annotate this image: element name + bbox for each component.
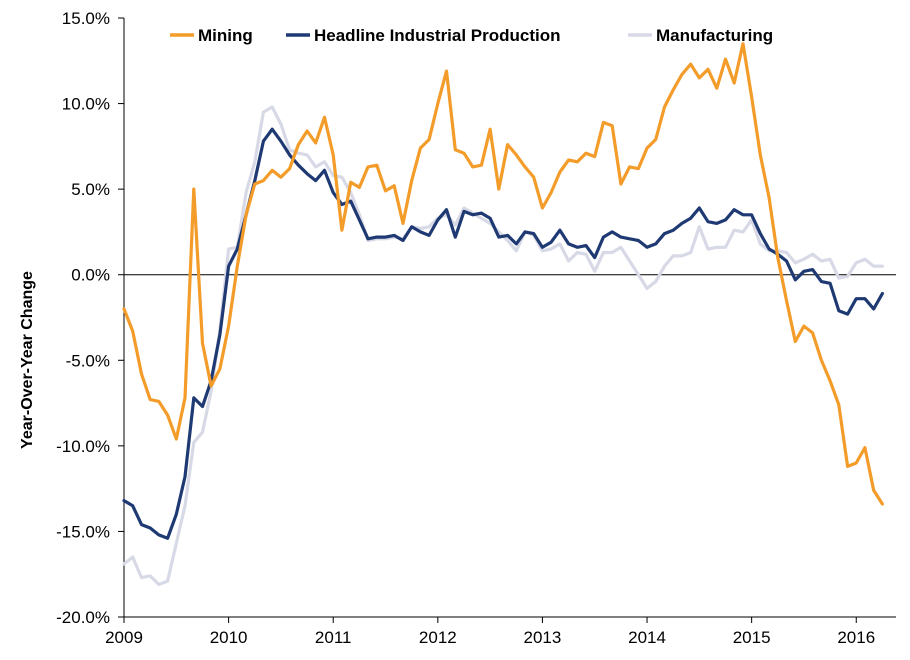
x-tick-label: 2014 <box>628 628 666 647</box>
series-line-mining <box>122 42 884 506</box>
series-layer <box>122 42 884 587</box>
x-tick-label: 2010 <box>210 628 248 647</box>
y-tick-label: 15.0% <box>62 9 110 28</box>
y-axis-label-group: Year-Over-Year Change <box>19 271 36 449</box>
axes <box>123 18 896 618</box>
legend: Mining Headline Industrial Production Manu… <box>170 26 773 45</box>
y-tick-label: -20.0% <box>56 608 110 627</box>
legend-label-mining: Mining <box>198 26 253 45</box>
x-tick-label: 2013 <box>524 628 562 647</box>
y-tick-label: -5.0% <box>66 351 110 370</box>
y-tick-label: -15.0% <box>56 522 110 541</box>
y-axis-label: Year-Over-Year Change <box>19 271 36 449</box>
x-tick-labels: 2009 2010 2011 2012 2013 2014 2015 2016 <box>105 617 875 647</box>
x-tick-label: 2012 <box>419 628 457 647</box>
x-tick-label: 2009 <box>105 628 143 647</box>
x-tick-label: 2016 <box>837 628 875 647</box>
y-tick-label: 0.0% <box>71 266 110 285</box>
legend-label-manufacturing: Manufacturing <box>656 26 773 45</box>
y-tick-label: 5.0% <box>71 180 110 199</box>
x-tick-label: 2011 <box>315 628 352 647</box>
legend-label-headline-industrial-production: Headline Industrial Production <box>314 26 561 45</box>
x-tick-label: 2015 <box>733 628 771 647</box>
y-tick-label: -10.0% <box>56 437 110 456</box>
y-tick-label: 10.0% <box>62 95 110 114</box>
y-tick-labels: 15.0% 10.0% 5.0% 0.0% -5.0% -10.0% -15.0% -20.0… <box>56 9 124 627</box>
series-line-manufacturing <box>122 105 884 587</box>
